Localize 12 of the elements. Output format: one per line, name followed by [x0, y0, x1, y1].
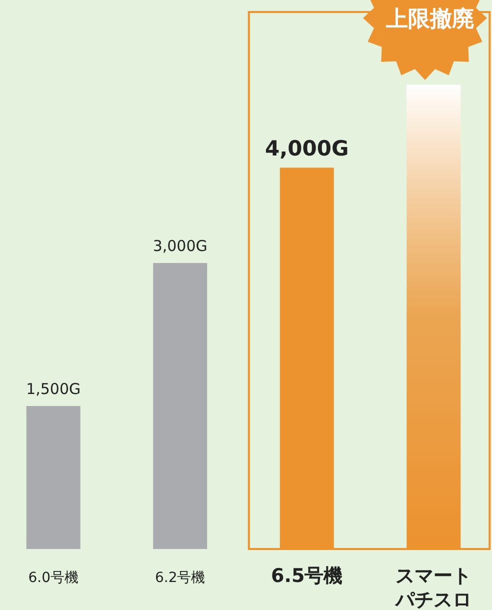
data-label: 3,000G — [152, 237, 208, 255]
x-tick-label: 6.0号機 — [28, 570, 79, 586]
bar — [153, 263, 208, 549]
text: 上限撤廃 — [385, 6, 474, 32]
bar — [280, 168, 334, 549]
x-tick-label: スマートパチスロ — [394, 565, 472, 610]
bar — [26, 406, 80, 549]
data-label: 4,000G — [265, 136, 349, 161]
x-tick-label: 6.2号機 — [154, 570, 206, 586]
data-label: 1,500G — [26, 380, 81, 398]
x-tick-label: 6.5号機 — [271, 565, 343, 587]
bar — [406, 84, 461, 549]
